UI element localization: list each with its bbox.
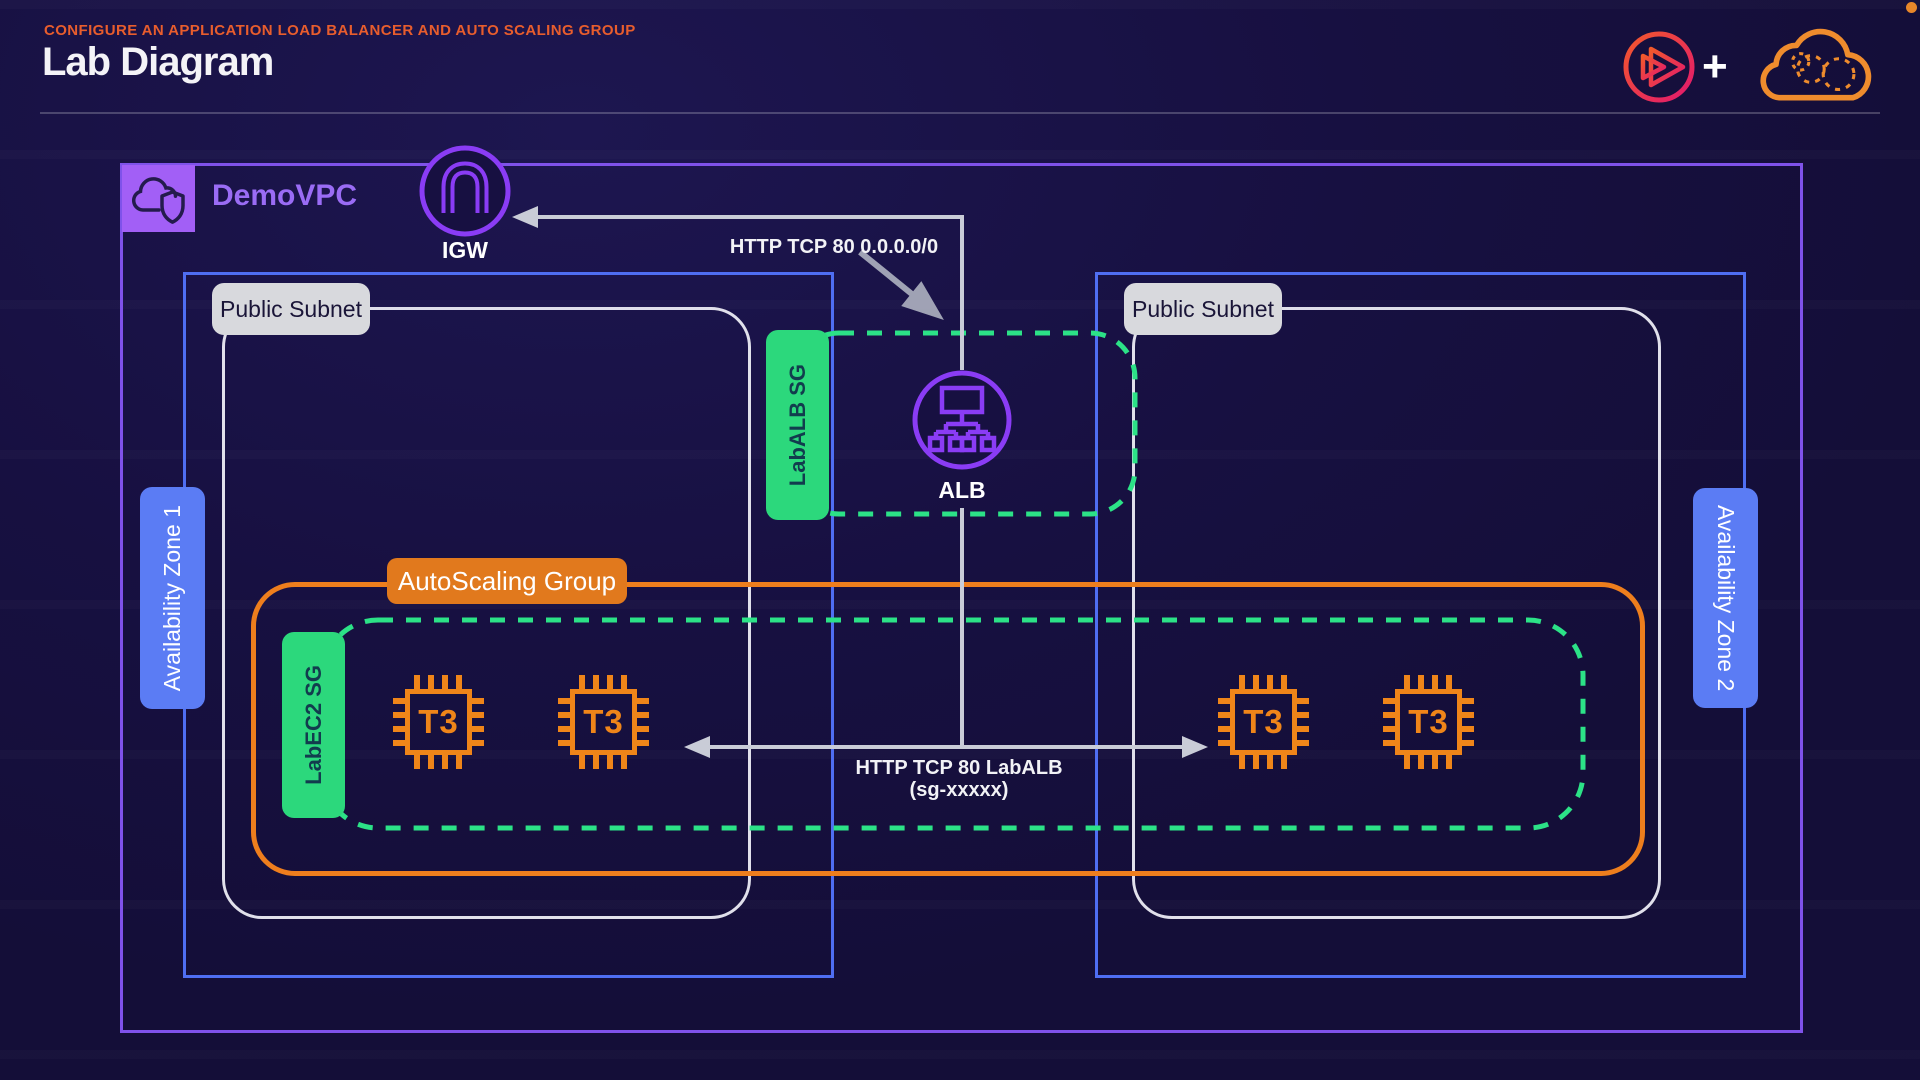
alb-security-group-label: LabALB SG <box>766 330 829 520</box>
public-subnet-1-label: Public Subnet <box>212 283 370 335</box>
ec2-instance-chip-icon: T3 <box>390 672 487 772</box>
autoscaling-group-boundary <box>251 582 1645 876</box>
autoscaling-group-label: AutoScaling Group <box>387 558 627 604</box>
ec2-inbound-rule-annotation: HTTP TCP 80 LabALB (sg-xxxxx) <box>789 757 1129 801</box>
ec2-instance-chip-icon: T3 <box>1380 672 1477 772</box>
pluralsight-logo-icon <box>1623 31 1695 103</box>
ec2-instance-chip-icon: T3 <box>555 672 652 772</box>
availability-zone-2-label: Availability Zone 2 <box>1693 488 1758 708</box>
ec2-rule-line1: HTTP TCP 80 LabALB <box>855 757 1063 779</box>
alb-name: ALB <box>938 477 986 503</box>
plus-icon: + <box>1702 42 1728 91</box>
alb-inbound-rule-annotation: HTTP TCP 80 0.0.0.0/0 <box>729 236 939 258</box>
instance-type-label: T3 <box>1243 703 1284 740</box>
instance-type-label: T3 <box>418 703 459 740</box>
load-balancer-icon <box>912 370 1012 470</box>
internet-gateway-icon <box>419 145 511 237</box>
aws-cloud-icon <box>1760 28 1872 101</box>
vpc-name: DemoVPC <box>212 179 358 212</box>
ec2-security-group-label: LabEC2 SG <box>282 632 345 818</box>
vpc-icon <box>122 165 195 232</box>
availability-zone-1-label: Availability Zone 1 <box>140 487 205 709</box>
public-subnet-1-boundary <box>222 307 751 919</box>
instance-type-label: T3 <box>1408 703 1449 740</box>
vpc-boundary <box>120 163 1803 1033</box>
igw-name: IGW <box>442 237 488 263</box>
page-title: Lab Diagram <box>42 40 274 84</box>
notification-dot <box>1906 2 1917 13</box>
course-eyebrow: CONFIGURE AN APPLICATION LOAD BALANCER A… <box>44 22 636 39</box>
header-divider <box>40 112 1880 114</box>
public-subnet-2-label: Public Subnet <box>1124 283 1282 335</box>
instance-type-label: T3 <box>583 703 624 740</box>
public-subnet-2-boundary <box>1132 307 1661 919</box>
ec2-rule-line2: (sg-xxxxx) <box>909 779 1009 801</box>
ec2-instance-chip-icon: T3 <box>1215 672 1312 772</box>
